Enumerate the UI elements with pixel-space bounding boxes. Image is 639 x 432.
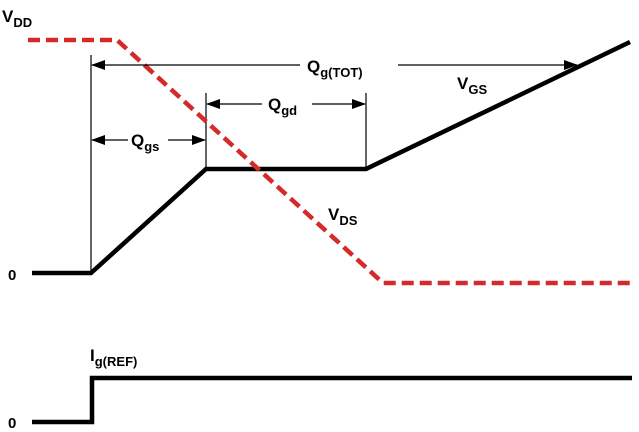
vgs-label: VGS: [457, 74, 487, 97]
zero-label-top: 0: [8, 267, 16, 284]
vgs-trace: [32, 39, 631, 276]
vds-trace: [28, 37, 632, 286]
ig-ref-label: Ig(REF): [90, 346, 137, 369]
qgs-label: Qgs: [131, 131, 159, 154]
qgd-label: Qgd: [268, 95, 297, 118]
vds-label: VDS: [328, 205, 358, 228]
vdd-label: VDD: [2, 7, 32, 30]
zero-label-bottom: 0: [8, 415, 16, 432]
qg-tot-label: Qg(TOT): [307, 57, 363, 80]
ig-ref-trace: [32, 375, 632, 425]
